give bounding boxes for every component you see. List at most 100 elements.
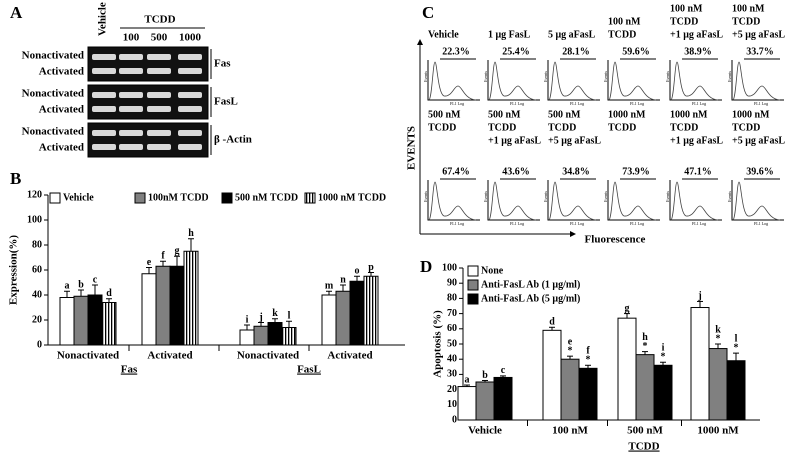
band [147,130,171,136]
histogram-axes [487,60,540,101]
band [147,144,171,150]
bar [183,250,199,346]
band [119,54,143,60]
bar [73,295,89,346]
hist-y-label: Events [665,71,670,82]
annotation: o [355,266,360,277]
histogram [548,181,597,221]
bar [617,317,637,421]
histogram [732,61,781,101]
histogram-axes [607,60,660,101]
group-header: TCDD [144,14,175,26]
significance: * [568,345,573,356]
histogram [670,181,719,221]
row-label: Activated [39,104,84,116]
bar [578,367,598,421]
hist-x-label: FL1 Log [510,101,524,106]
annotation: e [568,336,573,347]
band [178,92,202,98]
sample-label: Vehicle [428,29,459,40]
sample-label: 500 nM [488,109,521,120]
bar [155,265,171,346]
sample-label: TCDD [608,122,636,133]
gel-box [87,84,209,120]
hist-x-label: FL1 Log [692,101,706,106]
bar [690,307,710,421]
panel-letter: A [10,3,23,22]
annotation: c [93,274,98,285]
hist-y-label: Events [543,191,548,202]
y-tick-label: 20 [447,384,457,395]
annotation: a [65,281,70,292]
annotation: i [246,314,249,325]
bar [653,364,673,421]
histogram [608,181,657,221]
legend-swatch [221,192,233,204]
bar [87,294,103,346]
axis-title: EVENTS [406,126,418,170]
band [92,92,116,98]
hist-x-label: FL1 Log [630,101,644,106]
histogram [670,61,719,101]
x-tick-label: Activated [147,350,192,362]
percent: 34.8% [562,166,590,177]
dose-label: 1000 [179,32,202,44]
gene-label: Fas [214,58,231,70]
hist-x-label: FL1 Log [754,101,768,106]
sample-label: 100 nM [732,3,765,14]
legend-swatch [304,192,316,204]
bar [239,329,255,346]
percent: 33.7% [746,46,774,57]
bar [635,354,655,421]
hist-y-label: Events [727,71,732,82]
sample-label: +5 μg aFasL [548,135,601,146]
axis-title: Expression(%) [8,235,20,305]
band [119,130,143,136]
row-label: Nonactivated [22,50,84,62]
hist-x-label: FL1 Log [570,101,584,106]
hist-y-label: Events [603,191,608,202]
legend-swatch [467,293,479,305]
band [178,68,202,74]
band [178,130,202,136]
dose-label: 500 [151,32,168,44]
annotation: i [662,343,665,354]
hist-y-label: Events [727,191,732,202]
histogram-axes [427,60,480,101]
bar [542,329,562,421]
bar [493,376,513,421]
significance: * [643,341,648,352]
sample-label: 100 nM [670,3,703,14]
hist-x-label: FL1 Log [450,101,464,106]
hist-y-label: Events [483,71,488,82]
hist-x-label: FL1 Log [630,221,644,226]
band [119,92,143,98]
y-tick-label: 50 [447,338,457,349]
lane-header: Vehicle [97,2,109,36]
band [92,106,116,112]
band [92,68,116,74]
sample-label: +1 μg aFasL [670,29,723,40]
bar [141,273,157,346]
annotation: e [147,257,152,268]
sample-label: +1 μg aFasL [488,135,541,146]
legend-label: Anti-FasL Ab (5 μg/ml) [481,293,580,304]
histogram [488,61,537,101]
sample-label: 500 nM [428,109,461,120]
annotation: b [482,370,488,381]
annotation: f [586,346,590,357]
sample-label: TCDD [428,122,456,133]
axis-title: Apoptosis (%) [432,310,444,378]
hist-x-label: FL1 Log [570,221,584,226]
annotation: g [625,303,630,314]
histogram [608,61,657,101]
histogram [428,61,477,101]
y-tick-label: 40 [447,353,457,364]
hist-x-label: FL1 Log [692,221,706,226]
histogram [428,181,477,221]
panel-letter: B [10,169,21,188]
histogram-axes [547,180,600,221]
sample-label: TCDD [670,16,698,27]
row-label: Activated [39,66,84,78]
